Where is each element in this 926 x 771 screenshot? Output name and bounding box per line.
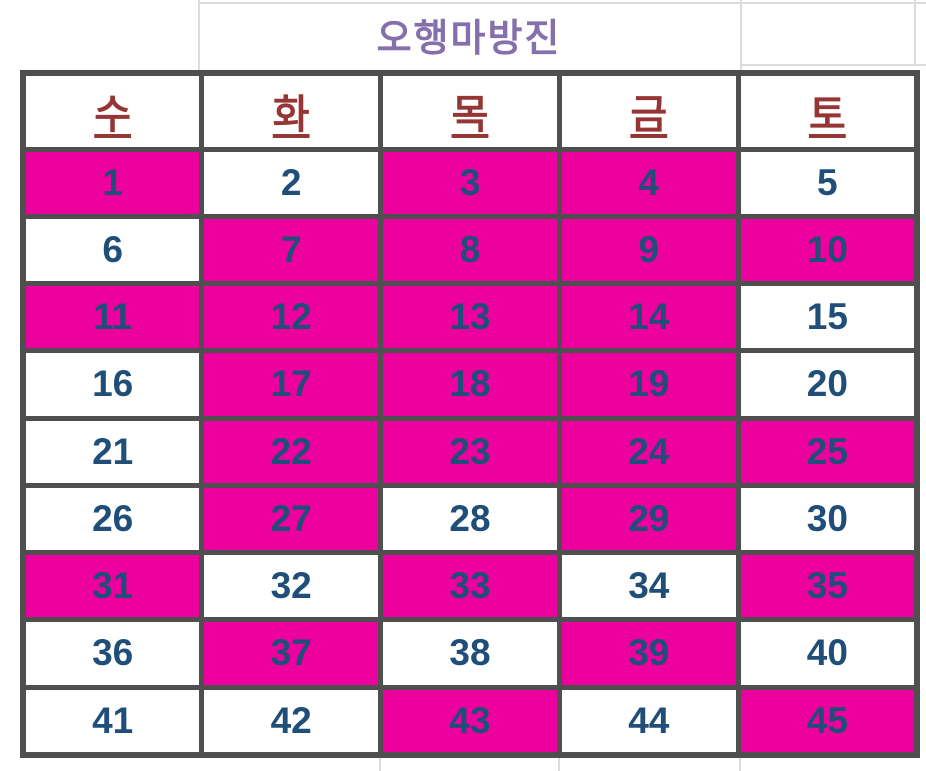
header-row: 수 화 목 금 토 (20, 70, 920, 152)
number-cell[interactable]: 22 (199, 415, 384, 488)
table-row: 11 12 13 14 15 (20, 280, 920, 354)
number-cell[interactable]: 15 (735, 280, 920, 354)
column-header-wed[interactable]: 수 (20, 70, 205, 152)
table-row: 26 27 28 29 30 (20, 482, 920, 556)
column-header-thu[interactable]: 목 (378, 70, 562, 152)
number-cell[interactable]: 44 (556, 684, 741, 758)
number-cell[interactable]: 37 (199, 617, 384, 690)
number-cell[interactable]: 38 (378, 617, 562, 690)
number-cell[interactable]: 9 (556, 213, 741, 287)
number-cell[interactable]: 5 (735, 146, 920, 219)
number-cell[interactable]: 18 (378, 348, 562, 421)
number-cell[interactable]: 24 (556, 415, 741, 488)
number-cell[interactable]: 42 (199, 684, 384, 758)
number-cell[interactable]: 39 (556, 617, 741, 690)
number-cell[interactable]: 2 (199, 146, 384, 219)
number-cell[interactable]: 25 (735, 415, 920, 488)
table-row: 41 42 43 44 45 (20, 684, 920, 758)
number-cell[interactable]: 4 (556, 146, 741, 219)
number-cell[interactable]: 32 (199, 549, 384, 623)
number-cell[interactable]: 45 (735, 684, 920, 758)
number-cell[interactable]: 40 (735, 617, 920, 690)
number-cell[interactable]: 11 (20, 280, 205, 354)
page-title: 오행마방진 (376, 17, 562, 60)
number-cell[interactable]: 6 (20, 213, 205, 287)
number-cell[interactable]: 29 (556, 482, 741, 556)
table-row: 16 17 18 19 20 (20, 348, 920, 421)
title-cell[interactable]: 오행마방진 (198, 2, 740, 66)
number-cell[interactable]: 19 (556, 348, 741, 421)
number-cell[interactable]: 43 (378, 684, 562, 758)
number-cell[interactable]: 30 (735, 482, 920, 556)
number-cell[interactable]: 27 (199, 482, 384, 556)
column-header-fri[interactable]: 금 (556, 70, 741, 152)
table-row: 6 7 8 9 10 (20, 213, 920, 287)
table-row: 36 37 38 39 40 (20, 617, 920, 690)
column-header-sat[interactable]: 토 (735, 70, 920, 152)
number-cell[interactable]: 35 (735, 549, 920, 623)
number-cell[interactable]: 14 (556, 280, 741, 354)
gridline-title-left (198, 0, 200, 70)
gridline-bottom-stub-3 (739, 758, 741, 771)
number-cell[interactable]: 17 (199, 348, 384, 421)
number-cell[interactable]: 36 (20, 617, 205, 690)
gridline-bottom-stub-1 (379, 758, 381, 771)
number-cell[interactable]: 3 (378, 146, 562, 219)
number-cell[interactable]: 31 (20, 549, 205, 623)
gridline-bottom-stub-2 (558, 758, 560, 771)
gridline-top (198, 2, 926, 4)
magic-square-table: 수 화 목 금 토 1 2 3 4 5 6 7 8 9 10 (20, 70, 920, 758)
number-cell[interactable]: 1 (20, 146, 205, 219)
number-cell[interactable]: 21 (20, 415, 205, 488)
table-row: 31 32 33 34 35 (20, 549, 920, 623)
number-cell[interactable]: 12 (199, 280, 384, 354)
gridline-right-edge (914, 0, 916, 66)
number-cell[interactable]: 33 (378, 549, 562, 623)
number-cell[interactable]: 20 (735, 348, 920, 421)
gridline-title-right (740, 0, 742, 70)
number-cell[interactable]: 34 (556, 549, 741, 623)
number-cell[interactable]: 7 (199, 213, 384, 287)
number-cell[interactable]: 16 (20, 348, 205, 421)
number-cell[interactable]: 28 (378, 482, 562, 556)
number-cell[interactable]: 23 (378, 415, 562, 488)
number-cell[interactable]: 10 (735, 213, 920, 287)
table-row: 21 22 23 24 25 (20, 415, 920, 488)
number-cell[interactable]: 13 (378, 280, 562, 354)
column-header-tue[interactable]: 화 (199, 70, 384, 152)
table-row: 1 2 3 4 5 (20, 146, 920, 219)
number-cell[interactable]: 41 (20, 684, 205, 758)
number-cell[interactable]: 26 (20, 482, 205, 556)
number-cell[interactable]: 8 (378, 213, 562, 287)
gridline-header-top-right (740, 64, 926, 66)
